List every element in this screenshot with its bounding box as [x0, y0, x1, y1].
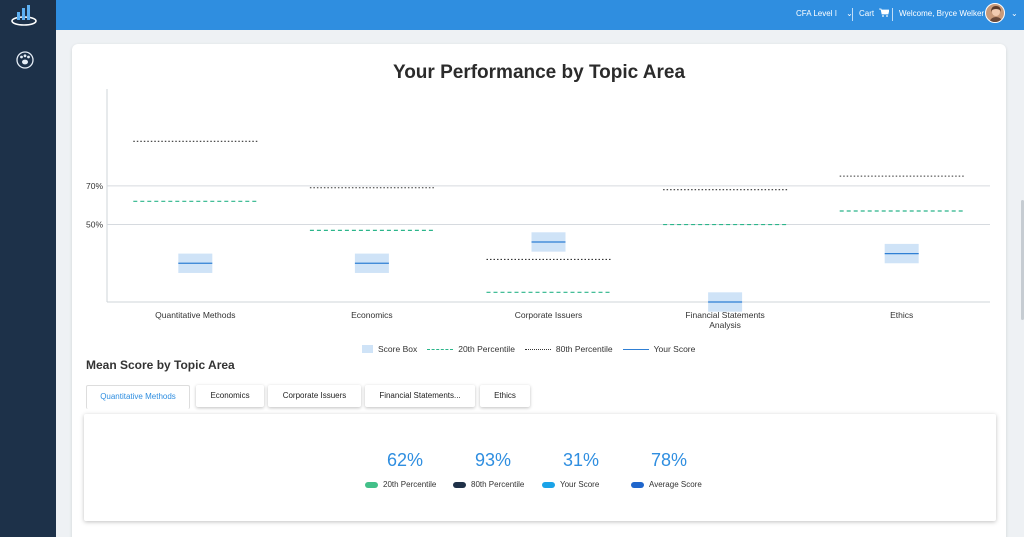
section-title: Mean Score by Topic Area: [86, 358, 235, 372]
performance-chart: 70% 50% Quantitative Methods Economics Corpo…: [86, 89, 990, 330]
divider: [852, 8, 853, 21]
paw-icon[interactable]: [14, 49, 36, 71]
legend-20th-percentile[interactable]: 20th Percentile: [427, 344, 515, 354]
stat-your-score-value: 31%: [562, 450, 600, 470]
cart-icon: [879, 8, 890, 17]
legend-pill: [365, 481, 378, 488]
legend-label: 20th Percentile: [458, 344, 515, 354]
legend-swatch: [362, 345, 373, 353]
legend-score-box[interactable]: Score Box: [362, 344, 417, 354]
divider: [892, 8, 893, 21]
legend-label: Your Score: [653, 344, 696, 354]
avatar[interactable]: [985, 3, 1005, 23]
x-tick-label: Corporate Issuers: [515, 310, 583, 320]
stat-your-score-label: Your Score: [542, 480, 599, 489]
performance-card: Your Performance by Topic Area 70% 50% Qua…: [72, 44, 1006, 537]
legend-label: Score Box: [378, 344, 418, 354]
mean-score-panel: 62% 93% 31% 78% 20th Percentile 80th Per…: [84, 414, 996, 521]
legend-swatch: [622, 348, 649, 350]
x-tick-label: Economics: [351, 310, 393, 320]
tab-quantitative-methods[interactable]: Quantitative Methods: [86, 385, 190, 409]
stat-20th-percentile-value: 62%: [386, 450, 424, 470]
level-selector-label: CFA Level I: [796, 9, 837, 18]
stat-label-text: 80th Percentile: [471, 480, 525, 489]
stat-label-text: Average Score: [649, 480, 702, 489]
top-bar: CFA Level I ⌄ Cart Welcome, Bryce Welker…: [56, 0, 1024, 30]
legend-80th-percentile[interactable]: 80th Percentile: [524, 344, 613, 354]
stat-20th-percentile-label: 20th Percentile: [365, 480, 436, 489]
chevron-down-icon: ⌄: [846, 9, 853, 18]
x-tick-label: Financial Statements: [685, 310, 764, 320]
page-scrollbar[interactable]: [1021, 200, 1024, 320]
legend-your-score[interactable]: Your Score: [622, 344, 696, 354]
cart-link[interactable]: Cart: [859, 0, 890, 30]
legend-pill: [631, 481, 644, 488]
tab-corporate-issuers[interactable]: Corporate Issuers: [268, 385, 361, 407]
tab-financial-statements[interactable]: Financial Statements...: [365, 385, 475, 407]
tab-economics[interactable]: Economics: [196, 385, 264, 407]
stat-80th-percentile-label: 80th Percentile: [453, 480, 524, 489]
x-tick-label: Analysis: [709, 320, 741, 330]
x-tick-label: Quantitative Methods: [155, 310, 235, 320]
y-tick-label: 50%: [86, 220, 103, 230]
chart-title: Your Performance by Topic Area: [392, 62, 686, 83]
stat-average-score-value: 78%: [650, 450, 688, 470]
legend-label: 80th Percentile: [555, 344, 613, 354]
stat-80th-percentile-value: 93%: [474, 450, 512, 470]
legend-swatch: [427, 348, 454, 350]
chevron-down-icon[interactable]: ⌄: [1011, 9, 1018, 18]
legend-pill: [453, 481, 466, 488]
tab-ethics[interactable]: Ethics: [480, 385, 530, 407]
app-logo-icon[interactable]: [10, 3, 38, 27]
y-tick-label: 70%: [86, 181, 103, 191]
stat-label-text: 20th Percentile: [383, 480, 437, 489]
legend-swatch: [524, 348, 551, 350]
chart-legend: Score Box 20th Percentile 80th Percentil…: [362, 344, 695, 354]
stat-average-score-label: Average Score: [631, 480, 702, 489]
welcome-text: Welcome, Bryce Welker: [899, 9, 985, 18]
level-selector[interactable]: CFA Level I ⌄: [796, 0, 853, 30]
sidebar: [0, 0, 56, 537]
stat-label-text: Your Score: [560, 480, 600, 489]
legend-pill: [542, 481, 555, 488]
x-tick-label: Ethics: [890, 310, 913, 320]
cart-label: Cart: [859, 9, 875, 18]
